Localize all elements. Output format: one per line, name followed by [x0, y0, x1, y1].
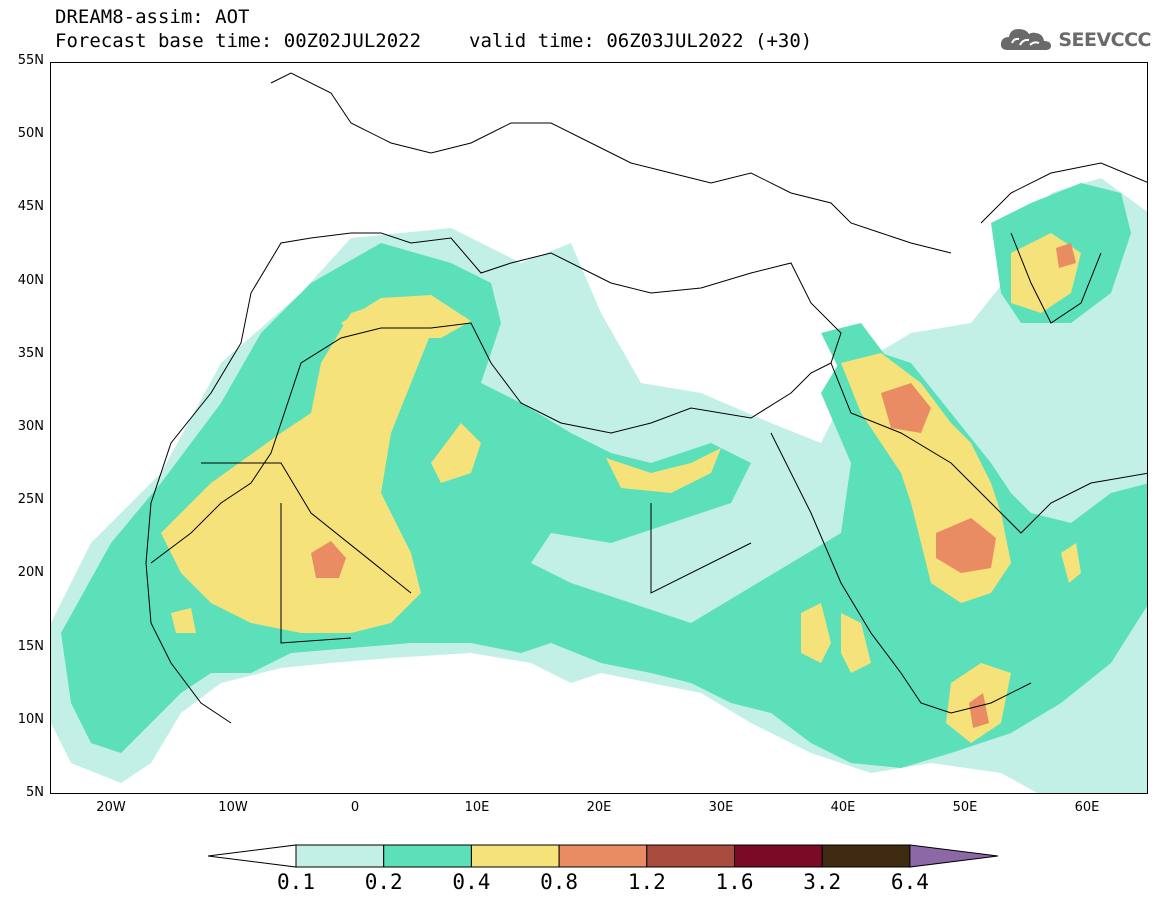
colorbar-segment: [734, 844, 823, 868]
colorbar-label: 0.8: [540, 870, 579, 894]
lon-tick-label: 10E: [464, 800, 490, 815]
lat-tick-label: 15N: [17, 638, 44, 654]
colorbar-label: 1.6: [715, 870, 754, 894]
colorbar-segment: [646, 844, 735, 868]
colorbar-segment: [470, 844, 560, 868]
lon-tick-label: 40E: [830, 800, 856, 815]
colorbar-segment: [821, 844, 911, 868]
forecast-base-time: Forecast base time: 00Z02JUL2022: [55, 30, 422, 52]
colorbar-label: 3.2: [803, 870, 842, 894]
lat-tick-label: 45N: [17, 199, 44, 215]
chart-title: DREAM8-assim: AOT: [55, 6, 250, 28]
lon-tick-label: 10W: [218, 800, 248, 815]
lon-tick-label: 60E: [1074, 800, 1100, 815]
colorbar-label: 0.1: [277, 870, 315, 894]
colorbar-label: 0.4: [452, 870, 491, 894]
lat-tick-label: 30N: [17, 419, 44, 434]
lat-tick-label: 5N: [26, 785, 44, 800]
lon-tick-label: 0: [350, 800, 360, 815]
lat-tick-label: 20N: [17, 565, 44, 581]
valid-time: valid time: 06Z03JUL2022 (+30): [469, 30, 813, 52]
lat-tick-label: 50N: [17, 126, 44, 142]
aot-map: [51, 72, 1147, 793]
colorbar-under-triangle: [207, 844, 297, 868]
colorbar-label: 1.2: [627, 870, 666, 894]
logo-text: SEEVCCC: [1058, 29, 1151, 51]
colorbar-label: 0.2: [364, 870, 403, 894]
lat-tick-label: 40N: [17, 272, 44, 288]
colorbar-over-triangle: [909, 844, 998, 868]
lon-tick-label: 20W: [96, 800, 126, 815]
lon-tick-label: 20E: [586, 800, 612, 815]
lat-tick-label: 55N: [17, 53, 44, 68]
chart-subtitle: Forecast base time: 00Z02JUL2022 valid ti…: [55, 30, 812, 52]
colorbar-segment: [558, 844, 648, 868]
lat-tick-label: 25N: [17, 492, 44, 508]
map-area: [50, 62, 1148, 794]
lon-tick-label: 50E: [952, 800, 978, 815]
colorbar: [207, 844, 998, 868]
lat-tick-label: 35N: [17, 345, 44, 361]
seevccc-logo: SEEVCCC: [998, 24, 1151, 56]
lat-tick-label: 10N: [17, 711, 44, 727]
colorbar-label: 6.4: [890, 870, 929, 894]
colorbar-segment: [383, 844, 472, 868]
lon-tick-label: 30E: [708, 800, 734, 815]
coastlines: [145, 72, 1147, 724]
colorbar-segment: [295, 844, 385, 868]
cloud-icon: [1001, 29, 1052, 50]
aot-level-0.8: [311, 243, 1076, 728]
